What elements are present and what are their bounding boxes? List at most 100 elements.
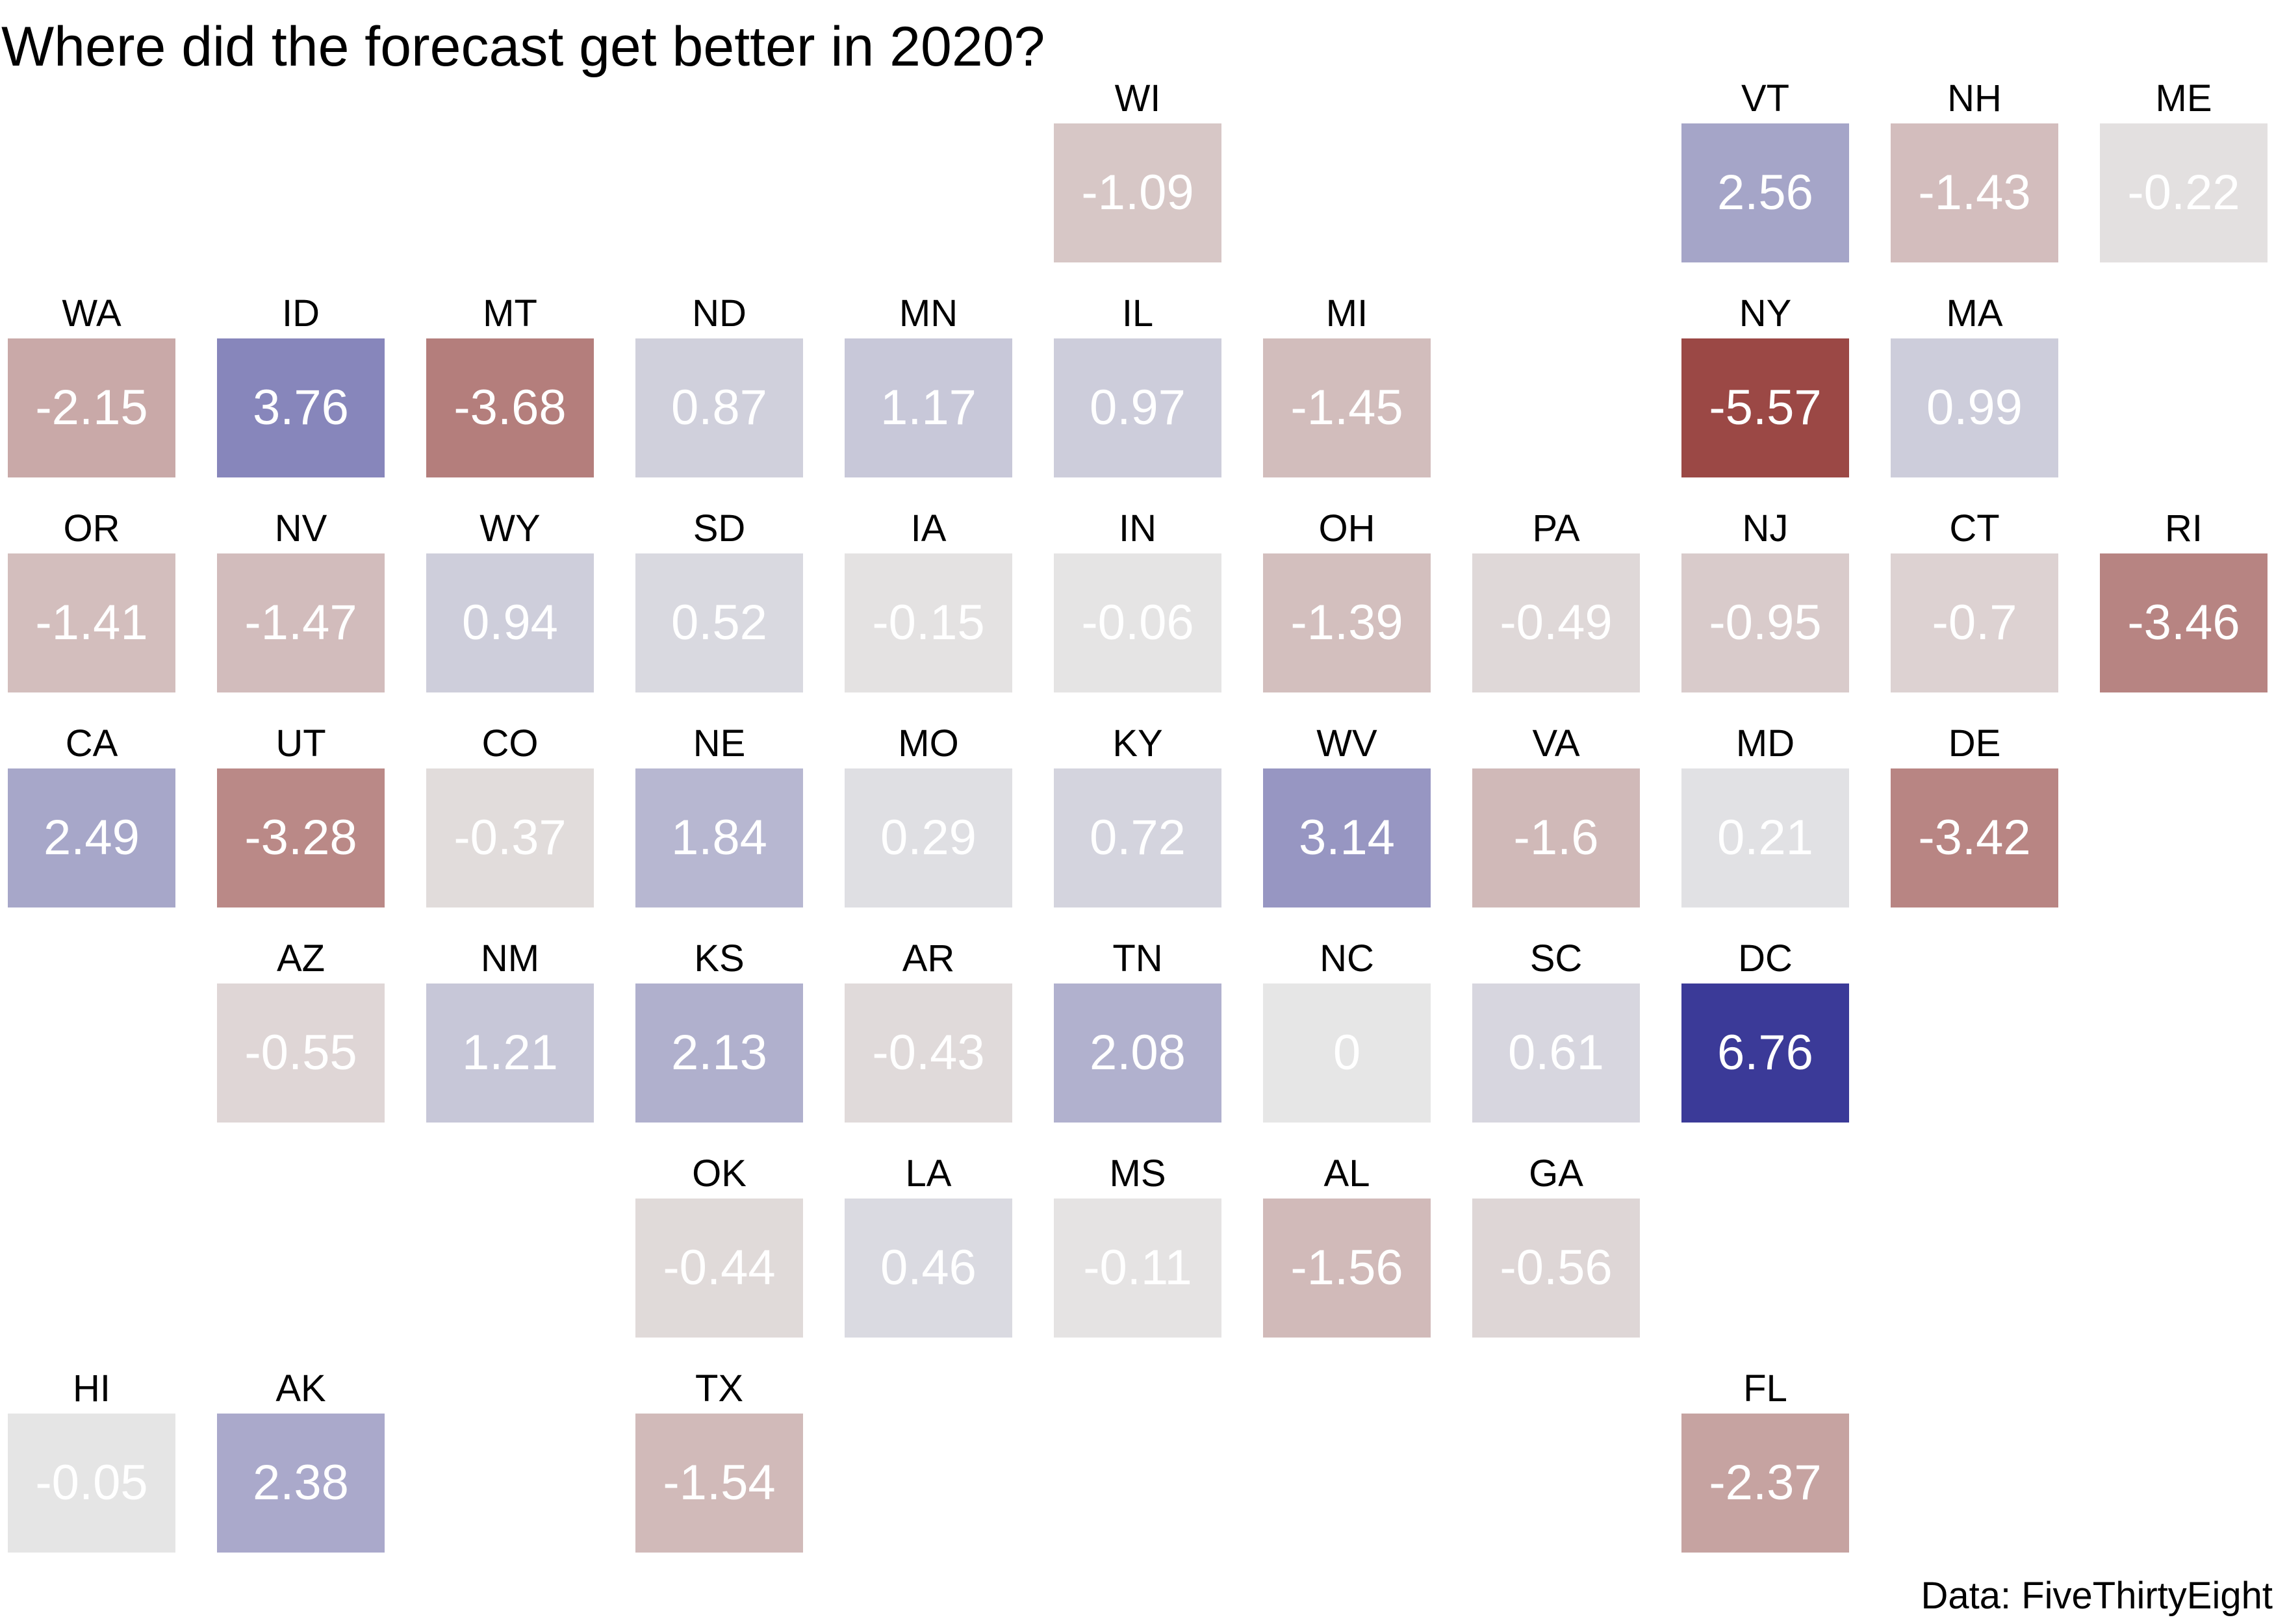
state-value-box: -0.05: [8, 1414, 175, 1553]
state-value: -0.56: [1500, 1240, 1613, 1295]
state-value-box: -3.68: [426, 338, 594, 477]
state-value: -3.28: [244, 810, 357, 865]
state-label: TX: [695, 1367, 744, 1410]
state-value: 0.87: [671, 380, 767, 435]
state-label: NM: [480, 937, 540, 980]
state-label: AZ: [276, 937, 326, 980]
state-label: NE: [693, 722, 746, 765]
state-label: DC: [1738, 937, 1793, 980]
state-value-box: -0.11: [1054, 1199, 1221, 1338]
state-value-box: -0.15: [845, 553, 1012, 692]
state-value: -0.22: [2127, 165, 2240, 220]
state-value: -0.37: [454, 810, 567, 865]
state-value-box: 0.97: [1054, 338, 1221, 477]
state-value: -1.6: [1513, 810, 1599, 865]
state-value-box: -1.09: [1054, 123, 1221, 262]
state-value-box: 0.99: [1891, 338, 2058, 477]
state-value-box: -0.95: [1681, 553, 1849, 692]
state-value-box: 3.14: [1263, 768, 1431, 907]
state-value-box: -0.49: [1472, 553, 1640, 692]
state-value: 3.76: [253, 380, 349, 435]
state-value-box: -1.56: [1263, 1199, 1431, 1338]
state-value: 0.94: [462, 595, 558, 650]
state-label: VT: [1741, 77, 1790, 120]
state-label: AR: [902, 937, 955, 980]
state-value: 1.17: [880, 380, 977, 435]
state-value-box: 0.72: [1054, 768, 1221, 907]
state-value-box: 0: [1263, 983, 1431, 1123]
state-value-box: 0.46: [845, 1199, 1012, 1338]
state-value: 6.76: [1717, 1025, 1813, 1080]
state-value: -1.47: [244, 595, 357, 650]
state-value: -0.7: [1932, 595, 2017, 650]
state-label: KS: [694, 937, 745, 980]
state-value: 0.21: [1717, 810, 1813, 865]
state-value: 1.84: [671, 810, 767, 865]
state-label: WA: [62, 292, 121, 335]
state-label: HI: [73, 1367, 110, 1410]
state-value-box: 2.56: [1681, 123, 1849, 262]
state-value: -1.09: [1081, 165, 1194, 220]
state-value: -3.68: [454, 380, 567, 435]
state-label: WV: [1316, 722, 1377, 765]
state-value: -1.43: [1918, 165, 2031, 220]
state-label: TN: [1112, 937, 1163, 980]
state-value-box: -0.37: [426, 768, 594, 907]
state-value-box: -1.47: [217, 553, 385, 692]
state-value-box: -1.43: [1891, 123, 2058, 262]
state-value: -0.55: [244, 1025, 357, 1080]
state-label: MS: [1109, 1152, 1166, 1195]
state-value-box: 0.87: [635, 338, 803, 477]
state-value: 2.49: [44, 810, 140, 865]
state-value-box: -0.06: [1054, 553, 1221, 692]
state-label: CT: [1949, 507, 2000, 550]
state-value-box: -2.37: [1681, 1414, 1849, 1553]
state-label: NV: [274, 507, 327, 550]
state-value-box: 0.29: [845, 768, 1012, 907]
state-label: MO: [898, 722, 959, 765]
state-value: 1.21: [462, 1025, 558, 1080]
state-value: -5.57: [1709, 380, 1822, 435]
state-value: 0.61: [1508, 1025, 1604, 1080]
state-label: WY: [479, 507, 541, 550]
state-label: ID: [282, 292, 320, 335]
state-value: 2.38: [253, 1455, 349, 1510]
state-value-box: -0.56: [1472, 1199, 1640, 1338]
state-value: 3.14: [1299, 810, 1395, 865]
state-value: 2.13: [671, 1025, 767, 1080]
state-value-box: 0.21: [1681, 768, 1849, 907]
state-value: 2.56: [1717, 165, 1813, 220]
state-value-box: -0.55: [217, 983, 385, 1123]
state-label: FL: [1743, 1367, 1787, 1410]
source-caption: Data: FiveThirtyEight: [1921, 1575, 2273, 1617]
state-label: SC: [1529, 937, 1583, 980]
state-label: AL: [1323, 1152, 1370, 1195]
state-value: -3.42: [1918, 810, 2031, 865]
state-label: DE: [1948, 722, 2001, 765]
state-value: -0.43: [872, 1025, 985, 1080]
state-value-box: -1.45: [1263, 338, 1431, 477]
state-value: 0.52: [671, 595, 767, 650]
state-value-box: 1.84: [635, 768, 803, 907]
state-value-box: 2.49: [8, 768, 175, 907]
state-value: -2.15: [35, 380, 148, 435]
state-value-box: -1.39: [1263, 553, 1431, 692]
state-label: NJ: [1742, 507, 1789, 550]
state-label: OR: [63, 507, 120, 550]
state-label: IA: [910, 507, 947, 550]
page-title: Where did the forecast get better in 202…: [1, 16, 1045, 78]
state-value-box: -0.43: [845, 983, 1012, 1123]
state-value: 0.72: [1090, 810, 1186, 865]
state-value-box: -5.57: [1681, 338, 1849, 477]
state-label: WI: [1114, 77, 1161, 120]
state-label: KY: [1112, 722, 1163, 765]
state-value: -1.54: [663, 1455, 776, 1510]
state-value: -0.11: [1083, 1240, 1192, 1295]
state-label: UT: [275, 722, 326, 765]
state-value-box: 6.76: [1681, 983, 1849, 1123]
state-value-box: -3.46: [2100, 553, 2268, 692]
state-value: -1.41: [35, 595, 148, 650]
state-value: 2.08: [1090, 1025, 1186, 1080]
state-label: LA: [905, 1152, 952, 1195]
state-value-box: -0.44: [635, 1199, 803, 1338]
